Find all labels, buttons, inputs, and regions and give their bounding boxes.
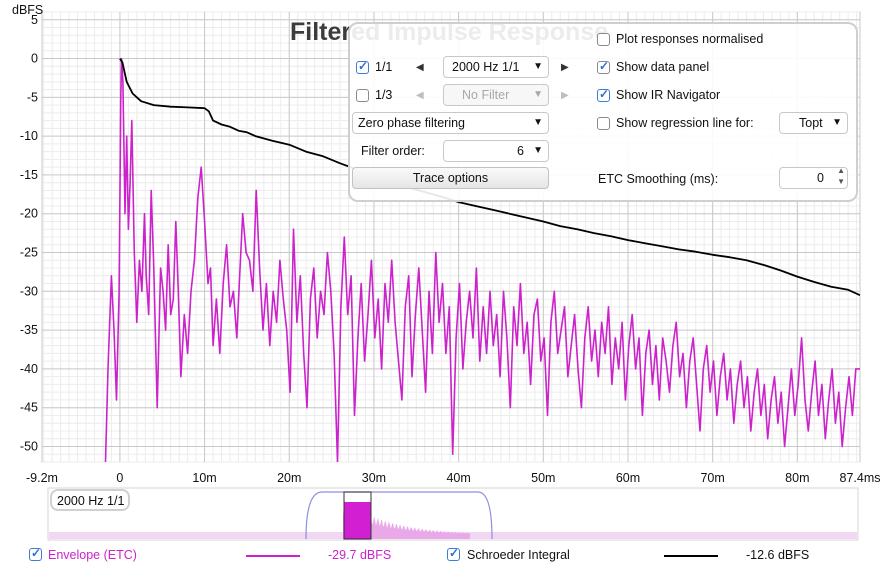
schroeder-legend-label: Schroeder Integral [467,548,570,562]
show-ir-navigator-label: Show IR Navigator [616,88,721,102]
show-data-panel-checkbox[interactable] [597,59,610,74]
x-tick-label: 70m [700,471,724,485]
filter-2-label: 1/3 [375,88,393,102]
envelope-etc-line [104,57,860,462]
phase-mode-dropdown[interactable]: Zero phase filtering ▼ [352,112,549,134]
x-tick-label: 80m [785,471,809,485]
plot-normalised-label: Plot responses normalised [616,32,764,46]
chevron-down-icon: ▼ [533,89,543,100]
filter-order-dropdown[interactable]: 6 ▼ [443,140,549,162]
filter-1-prev-arrow-icon[interactable]: ◀ [416,62,424,73]
filter-1-value: 2000 Hz 1/1 [452,60,520,74]
navigator-frame [47,487,859,541]
navigator-badge: 2000 Hz 1/1 [50,489,130,511]
navigator-view-selection[interactable] [343,491,372,540]
y-tick-label: -50 [20,439,38,453]
y-axis-label: dBFS [12,3,43,17]
chart-axes: 5 0 -5 -10 -15 -20 -25 -30 -35 -40 -45 -50 dBFS -9.2m… [12,3,881,485]
envelope-legend-label: Envelope (ETC) [48,548,137,562]
x-tick-label: 40m [446,471,470,485]
filter-2-value: No Filter [462,88,510,102]
x-tick-label: 10m [192,471,216,485]
envelope-legend-value: -29.7 dBFS [328,548,392,562]
y-tick-label: -35 [20,323,38,337]
show-data-panel-label: Show data panel [616,60,710,74]
chevron-down-icon: ▼ [533,61,543,72]
navigator-energy-fill [343,500,470,539]
x-tick-label: 20m [277,471,301,485]
chevron-down-icon: ▼ [533,145,543,156]
y-tick-label: -20 [20,207,38,221]
y-tick-label: -25 [20,246,38,260]
filter-order-label: Filter order: [361,144,425,158]
navigator-window-shape [305,491,493,540]
y-tick-label: -15 [20,168,38,182]
show-regression-label: Show regression line for: [616,116,754,130]
y-tick-label: 0 [31,52,38,66]
chevron-down-icon: ▼ [832,117,842,128]
y-tick-label: -10 [20,129,38,143]
show-regression-checkbox[interactable] [597,117,610,130]
schroeder-legend-value: -12.6 dBFS [746,548,810,562]
filter-1-label: 1/1 [375,60,393,74]
filter-1-next-arrow-icon[interactable]: ▶ [561,62,569,73]
y-tick-label: 5 [31,13,38,27]
x-tick-label: 50m [531,471,555,485]
x-tick-label: 87.4ms [840,471,881,485]
y-tick-label: -30 [20,284,38,298]
envelope-checkbox[interactable] [29,546,42,561]
stepper-arrows-icon[interactable]: ▲ ▼ [837,166,845,186]
etc-smoothing-value: 0 [817,171,824,185]
schroeder-legend-swatch [664,555,718,557]
x-tick-label: 30m [362,471,386,485]
filter-1-checkbox[interactable] [356,59,369,74]
ir-navigator-plot[interactable] [47,487,859,541]
y-tick-label: -40 [20,362,38,376]
regression-value: Topt [799,116,823,130]
etc-smoothing-label: ETC Smoothing (ms): [598,172,719,186]
x-tick-label: -9.2m [26,471,58,485]
filter-2-dropdown[interactable]: No Filter ▼ [443,84,549,106]
chevron-down-icon: ▼ [533,117,543,128]
x-tick-label: 60m [616,471,640,485]
filter-2-next-arrow-icon[interactable]: ▶ [561,90,569,101]
filter-2-checkbox[interactable] [356,89,369,102]
y-tick-label: -5 [27,90,38,104]
show-ir-navigator-checkbox[interactable] [597,87,610,102]
plot-normalised-checkbox[interactable] [597,33,610,46]
phase-mode-value: Zero phase filtering [358,116,466,130]
regression-dropdown[interactable]: Topt ▼ [779,112,848,134]
filter-1-dropdown[interactable]: 2000 Hz 1/1 ▼ [443,56,549,78]
x-tick-label: 0 [116,471,123,485]
filter-order-value: 6 [517,144,524,158]
navigator-view-energy [344,502,371,539]
filter-2-prev-arrow-icon[interactable]: ◀ [416,90,424,101]
y-tick-label: -45 [20,401,38,415]
etc-smoothing-stepper[interactable]: 0 ▲ ▼ [779,166,848,189]
schroeder-checkbox[interactable] [447,546,460,561]
trace-options-button[interactable]: Trace options [352,167,549,189]
envelope-legend-swatch [246,555,300,557]
